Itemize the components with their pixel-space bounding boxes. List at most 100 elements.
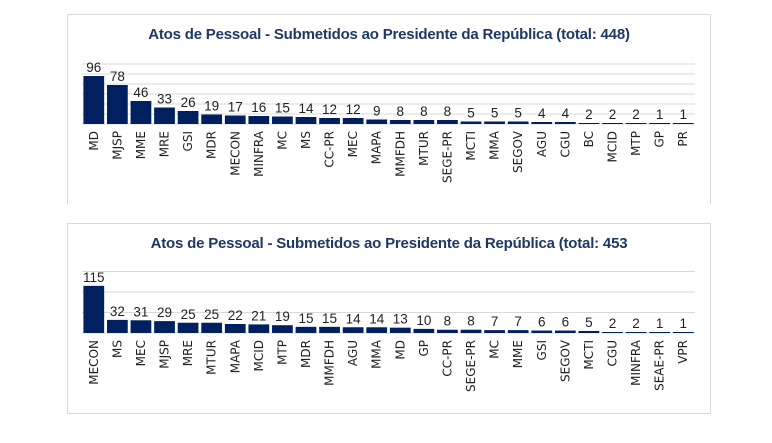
x-tick-label: MD — [87, 131, 101, 151]
bar — [578, 123, 600, 124]
x-tick-label: GP — [653, 131, 667, 148]
bar — [177, 322, 199, 333]
bar — [130, 101, 152, 124]
x-tick-label: SEGOV — [511, 130, 525, 173]
data-label: 1 — [656, 107, 664, 122]
bar — [672, 332, 694, 333]
bar — [554, 122, 576, 124]
bar — [295, 326, 317, 333]
bar — [484, 330, 505, 333]
data-label: 15 — [275, 101, 290, 116]
chart-bottom: Atos de Pessoal - Submetidos ao Presiden… — [67, 223, 711, 414]
data-label: 2 — [609, 107, 617, 122]
bar — [319, 326, 340, 333]
data-label: 31 — [133, 304, 148, 319]
x-tick-label: MINFRA — [629, 339, 643, 386]
bar — [319, 118, 340, 124]
data-label: 5 — [467, 106, 475, 121]
x-tick-label: MTP — [629, 131, 643, 156]
bar — [484, 121, 505, 124]
x-tick-label: GSI — [535, 340, 549, 360]
data-label: 8 — [444, 314, 452, 329]
bar — [672, 123, 694, 124]
data-label: 4 — [538, 106, 546, 121]
x-tick-label: AGU — [346, 340, 360, 366]
x-tick-label: SEAE-PR — [653, 340, 667, 391]
bar — [201, 322, 223, 333]
bar — [83, 76, 105, 124]
bar — [531, 330, 553, 333]
data-label: 19 — [275, 309, 290, 324]
x-tick-label: MINFRA — [252, 130, 266, 177]
x-tick-label: MEC — [134, 340, 148, 366]
data-label: 17 — [228, 100, 243, 115]
data-label: 26 — [181, 95, 196, 110]
data-label: 15 — [298, 311, 313, 326]
bar — [272, 116, 293, 124]
data-label: 12 — [346, 102, 361, 117]
x-tick-label: BC — [582, 131, 596, 147]
x-tick-label: MTUR — [205, 340, 219, 375]
data-label: 21 — [251, 308, 266, 323]
data-label: 46 — [133, 85, 148, 100]
x-tick-label: MECON — [228, 131, 242, 176]
chart-title: Atos de Pessoal - Submetidos ao Presiden… — [150, 235, 628, 252]
bar — [460, 329, 482, 333]
data-label: 32 — [110, 304, 125, 319]
x-tick-label: CGU — [605, 340, 619, 366]
x-tick-label: MME — [134, 131, 148, 159]
x-tick-label: MECON — [87, 340, 101, 385]
bar — [106, 319, 128, 333]
x-tick-label: MDR — [299, 340, 313, 368]
x-tick-label: MCTI — [464, 131, 478, 161]
data-label: 6 — [562, 315, 570, 330]
bar — [507, 330, 529, 333]
bar — [366, 327, 388, 333]
data-label: 14 — [369, 311, 385, 326]
data-label: 96 — [86, 60, 101, 75]
x-tick-label: CC-PR — [440, 340, 454, 377]
x-tick-label: SEGE-PR — [440, 131, 454, 183]
x-tick-label: PR — [676, 131, 690, 147]
x-tick-label: MAPA — [370, 130, 384, 164]
x-tick-label: MJSP — [158, 340, 172, 369]
bar — [578, 330, 600, 333]
x-tick-label: MMA — [370, 339, 384, 369]
bar — [177, 111, 199, 124]
data-label: 1 — [679, 316, 687, 331]
bar — [201, 114, 223, 124]
chart-title: Atos de Pessoal - Submetidos ao Presiden… — [148, 26, 630, 43]
x-tick-label: SEGE-PR — [464, 340, 478, 392]
x-tick-label: MME — [511, 340, 525, 368]
bar — [625, 332, 647, 333]
bar — [224, 323, 246, 333]
data-label: 8 — [420, 104, 428, 119]
bar — [272, 325, 293, 333]
bar — [460, 121, 482, 124]
data-label: 1 — [679, 107, 687, 122]
bar — [437, 120, 458, 124]
bar-chart-plot: 115MECON32MS31MEC29MJSP25MRE25MTUR22MAPA… — [82, 270, 695, 392]
bar — [248, 324, 270, 333]
data-label: 13 — [393, 312, 408, 327]
data-label: 1 — [656, 316, 664, 331]
x-tick-label: MS — [299, 131, 313, 149]
data-label: 19 — [204, 99, 219, 114]
bar — [602, 332, 623, 333]
bar — [602, 123, 623, 124]
data-label: 5 — [514, 106, 522, 121]
data-label: 5 — [491, 106, 499, 121]
x-tick-label: MMFDH — [323, 340, 337, 386]
bar — [649, 123, 671, 124]
bar — [554, 330, 576, 333]
data-label: 16 — [251, 100, 266, 115]
data-label: 4 — [562, 106, 570, 121]
x-tick-label: SEGOV — [558, 339, 572, 382]
data-label: 5 — [585, 315, 593, 330]
data-label: 8 — [467, 314, 475, 329]
data-label: 9 — [373, 104, 381, 119]
bar — [389, 120, 411, 124]
x-tick-label: MMA — [488, 130, 502, 160]
x-tick-label: MRE — [181, 340, 195, 366]
data-label: 7 — [514, 314, 522, 329]
